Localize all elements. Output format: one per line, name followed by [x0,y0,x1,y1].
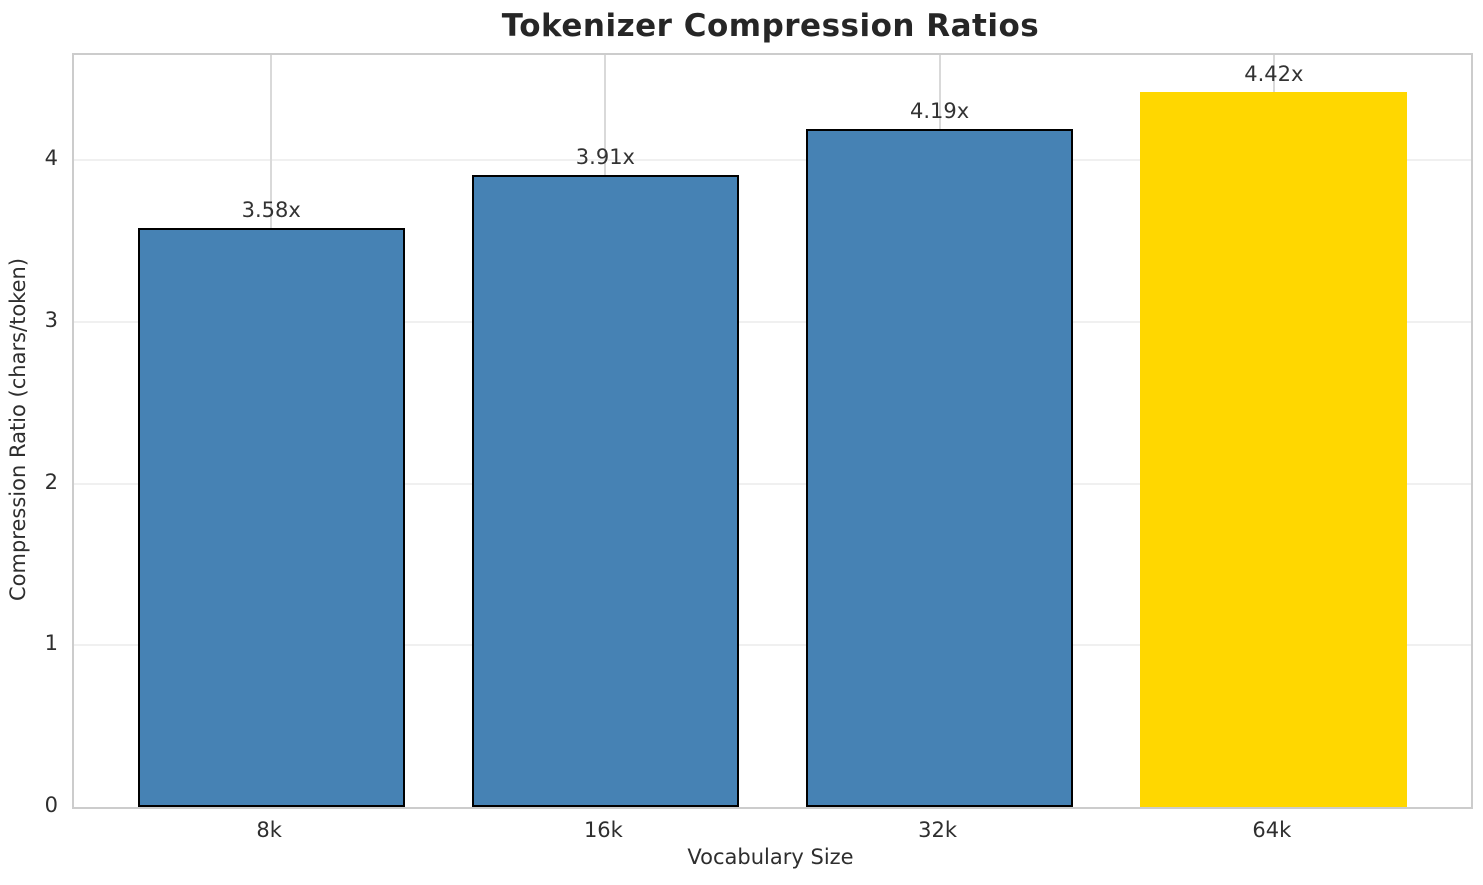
y-tick-label: 0 [44,793,58,817]
gridline-horizontal [74,644,1471,647]
plot-area: 3.58x 3.91x 4.19x 4.42x [72,53,1473,809]
x-tick-label: 16k [583,818,623,842]
bar-32k [805,129,1074,807]
x-axis-label: Vocabulary Size [687,845,854,869]
y-tick-label: 2 [44,469,58,494]
bar-value-label: 3.58x [241,198,301,223]
gridline-horizontal [74,320,1471,323]
bar-16k [471,174,740,807]
y-tick-label: 4 [44,146,58,171]
y-tick-label: 3 [44,307,58,332]
bar-value-label: 4.42x [1244,62,1304,87]
gridline-horizontal [74,482,1471,485]
x-tick-label: 8k [256,818,282,842]
bar-value-label: 3.91x [575,144,635,169]
x-tick-label: 32k [918,818,958,842]
x-tick-label: 64k [1252,818,1292,842]
y-tick-label: 1 [44,631,58,656]
bar-8k [137,228,405,807]
bar-value-label: 4.19x [910,99,970,124]
bar-64k [1140,92,1408,807]
chart-title: Tokenizer Compression Ratios [501,8,1040,44]
gridline-horizontal [74,159,1471,162]
